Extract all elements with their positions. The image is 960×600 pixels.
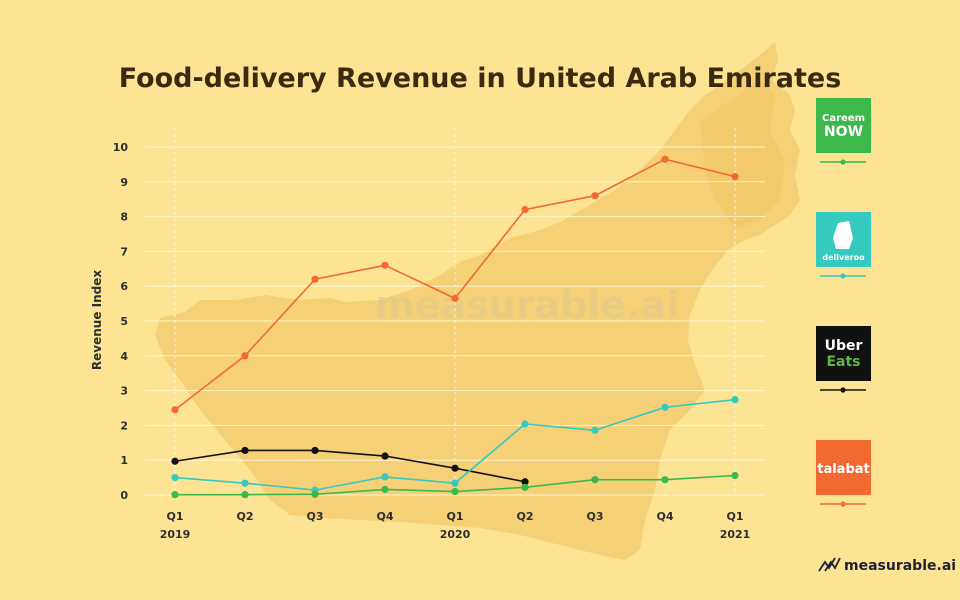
x-tick-quarter: Q1 — [726, 510, 743, 523]
y-tick-label: 4 — [120, 350, 128, 363]
legend-logo-box — [816, 98, 871, 153]
data-point — [451, 479, 459, 487]
x-tick-quarter: Q3 — [306, 510, 323, 523]
y-tick-label: 5 — [120, 315, 128, 328]
data-point — [381, 473, 389, 481]
legend-logo-box — [816, 326, 871, 381]
y-tick-label: 6 — [120, 280, 128, 293]
x-tick-quarter: Q1 — [166, 510, 183, 523]
x-tick-year: 2019 — [160, 528, 191, 541]
x-tick-quarter: Q2 — [516, 510, 533, 523]
data-point — [661, 403, 669, 411]
x-tick-quarter: Q3 — [586, 510, 603, 523]
x-tick-quarter: Q2 — [236, 510, 253, 523]
legend-logo-text: Eats — [826, 354, 860, 370]
data-point — [521, 206, 529, 214]
data-point — [311, 446, 319, 455]
data-point — [521, 483, 529, 491]
data-point — [171, 406, 179, 414]
grid — [145, 128, 765, 496]
y-tick-label: 0 — [120, 489, 128, 502]
data-point — [521, 478, 529, 486]
y-axis-label: Revenue Index — [90, 270, 104, 370]
data-point — [241, 479, 249, 487]
data-point — [381, 485, 389, 494]
y-tick-label: 7 — [120, 245, 128, 258]
series — [171, 155, 739, 499]
brand-text: measurable.ai — [844, 558, 956, 574]
legend-logo-text: deliveroo — [822, 253, 865, 262]
data-point — [171, 474, 179, 482]
legend-item-talabat: talabat — [816, 440, 871, 507]
data-point — [591, 192, 599, 200]
y-tick-label: 8 — [120, 211, 128, 224]
y-tick-label: 1 — [120, 454, 128, 467]
data-point — [171, 491, 179, 499]
uae-map-coast — [700, 80, 785, 230]
data-point — [311, 275, 319, 283]
x-ticks: Q1 2019 Q2 Q3 Q4 Q1 2020 Q2 Q3 Q4 Q1 2021 — [160, 510, 751, 541]
x-tick-year: 2020 — [440, 528, 471, 541]
data-point — [381, 261, 389, 269]
x-tick-quarter: Q1 — [446, 510, 463, 523]
data-point — [311, 490, 319, 498]
brand-mark-icon — [818, 557, 841, 572]
brand-logo: measurable.ai — [818, 557, 956, 574]
data-point — [241, 446, 249, 455]
legend-marker — [840, 159, 846, 165]
data-point — [451, 294, 459, 302]
data-point — [241, 491, 249, 499]
data-point — [381, 452, 389, 460]
data-point — [661, 476, 669, 484]
series-line — [174, 449, 526, 483]
legend-logo-text: talabat — [817, 462, 870, 477]
chart-title: Food-delivery Revenue in United Arab Emi… — [119, 63, 842, 94]
legend-logo-text: NOW — [824, 124, 863, 140]
x-tick-quarter: Q4 — [656, 510, 673, 523]
legend-logo-text: Careem — [822, 113, 865, 124]
data-point — [731, 396, 739, 404]
data-point — [591, 476, 599, 484]
data-point — [731, 172, 739, 181]
data-point — [521, 420, 529, 428]
y-tick-label: 2 — [120, 419, 128, 432]
y-tick-label: 10 — [113, 141, 129, 154]
y-ticks: 0 1 2 3 4 5 6 7 8 9 10 — [113, 141, 129, 502]
deliveroo-icon — [833, 221, 853, 249]
watermark-text: measurable.ai — [375, 283, 679, 327]
uae-map-shape — [155, 42, 800, 560]
data-point — [591, 426, 599, 434]
legend-logo-text: Uber — [825, 338, 863, 354]
x-tick-year: 2021 — [720, 528, 751, 541]
data-point — [451, 464, 459, 472]
data-point — [451, 487, 459, 496]
legend-marker — [840, 387, 846, 393]
data-point — [171, 457, 179, 465]
data-point — [241, 352, 249, 360]
x-tick-quarter: Q4 — [376, 510, 393, 523]
legend-marker — [840, 501, 846, 507]
legend-marker — [840, 273, 846, 279]
y-tick-label: 9 — [120, 176, 128, 189]
data-point — [731, 471, 739, 480]
data-point — [661, 155, 669, 163]
legend-logo-box — [816, 440, 871, 495]
legend-item-deliveroo: deliveroo — [816, 212, 871, 279]
y-tick-label: 3 — [120, 385, 128, 398]
